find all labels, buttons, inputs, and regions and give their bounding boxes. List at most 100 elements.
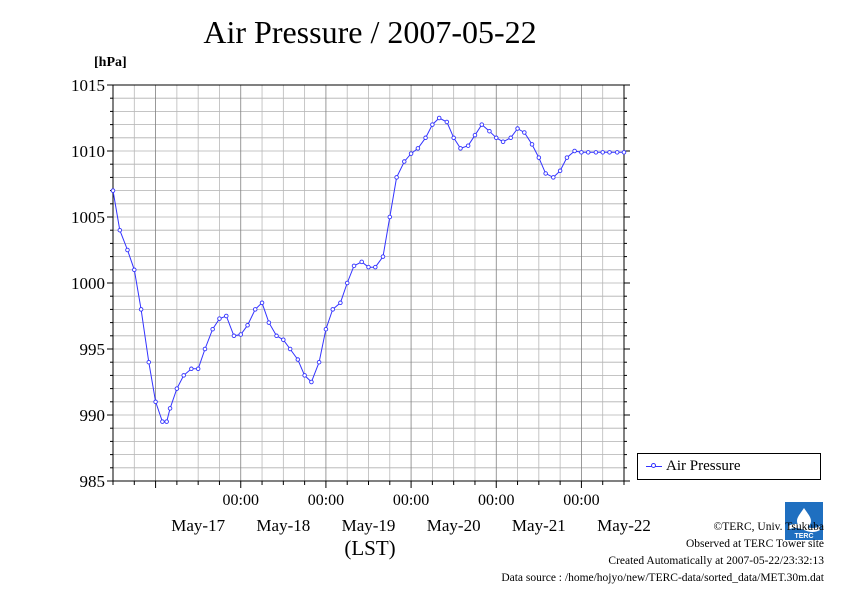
- data-point: [309, 379, 314, 385]
- credit-source: Data source : /home/hojyo/new/TERC-data/…: [501, 572, 824, 584]
- x-axis-title: (LST): [344, 536, 396, 560]
- data-point: [316, 359, 322, 365]
- data-point: [117, 227, 123, 233]
- data-point: [189, 366, 194, 372]
- data-point: [195, 366, 201, 372]
- data-point: [302, 373, 307, 378]
- data-point: [402, 159, 407, 164]
- data-point: [423, 135, 428, 141]
- data-point: [338, 300, 343, 306]
- data-point: [366, 264, 371, 270]
- data-point: [458, 146, 463, 151]
- data-point: [536, 155, 542, 160]
- tick-labels: 985 990 995 1000 1005 1010 1015 00:00 00:00 00:00…: [71, 76, 651, 535]
- y-tick-label: 1010: [71, 142, 105, 161]
- terc-logo-icon: TERC: [785, 502, 823, 540]
- data-point: [281, 337, 286, 343]
- data-point: [181, 373, 186, 378]
- data-point: [451, 135, 456, 141]
- data-point: [585, 150, 591, 155]
- y-tick-label: 1000: [71, 274, 105, 293]
- data-point: [494, 135, 499, 141]
- svg-text:TERC: TERC: [794, 533, 813, 540]
- data-point: [415, 146, 421, 151]
- terc-logo: TERC: [785, 502, 823, 540]
- data-point: [153, 399, 158, 405]
- x-tick-label-date: May-19: [342, 516, 396, 535]
- credit-created: Created Automatically at 2007-05-22/23:3…: [608, 555, 824, 567]
- data-point: [125, 247, 130, 253]
- y-tick-label: 995: [80, 340, 106, 359]
- x-tick-label-date: May-22: [597, 516, 651, 535]
- data-point: [593, 150, 599, 155]
- data-point: [543, 171, 548, 176]
- x-tick-label-date: May-17: [171, 516, 225, 535]
- data-point: [572, 148, 577, 154]
- data-point: [295, 357, 301, 362]
- data-point: [557, 168, 563, 174]
- data-point: [444, 119, 450, 125]
- data-point: [529, 142, 535, 147]
- y-tick-label: 1015: [71, 76, 105, 95]
- data-point: [344, 280, 350, 286]
- data-point: [479, 122, 485, 127]
- data-point: [380, 254, 386, 259]
- data-point: [522, 130, 527, 135]
- data-point: [515, 126, 520, 131]
- y-tick-label: 990: [80, 406, 106, 425]
- data-point: [387, 214, 393, 220]
- data-point: [287, 346, 293, 352]
- x-tick-label-time: 00:00: [563, 492, 599, 509]
- chart-title: Air Pressure / 2007-05-22: [203, 14, 537, 50]
- legend-marker-swatch: [651, 463, 656, 468]
- data-point: [202, 346, 208, 352]
- y-axis-unit: [hPa]: [94, 55, 127, 70]
- x-tick-label-time: 00:00: [478, 492, 514, 509]
- x-tick-label-time: 00:00: [393, 492, 429, 509]
- data-point: [330, 307, 335, 312]
- data-point: [614, 150, 620, 155]
- data-point: [579, 150, 584, 155]
- data-point: [138, 307, 144, 312]
- x-tick-label-date: May-18: [256, 516, 310, 535]
- legend: Air Pressure: [637, 453, 821, 480]
- data-point: [160, 419, 165, 424]
- data-point: [508, 135, 513, 141]
- data-point: [231, 333, 237, 339]
- x-tick-label-date: May-21: [512, 516, 566, 535]
- data-point: [245, 322, 250, 328]
- data-point: [465, 143, 471, 148]
- data-point: [323, 326, 329, 332]
- data-point: [110, 188, 116, 193]
- data-point: [607, 150, 612, 155]
- data-point: [394, 175, 399, 180]
- data-point: [351, 263, 357, 269]
- series-air-pressure: [110, 115, 627, 424]
- data-point: [266, 320, 272, 325]
- y-tick-label: 985: [80, 472, 106, 491]
- data-point: [564, 155, 570, 160]
- data-point: [167, 406, 173, 411]
- data-point: [259, 300, 265, 306]
- credit-copyright: ©TERC, Univ. Tsukuba: [713, 521, 824, 533]
- data-point: [436, 115, 442, 121]
- y-tick-label: 1005: [71, 208, 105, 227]
- axis-ticks: [107, 84, 630, 488]
- data-point: [132, 267, 137, 273]
- data-point: [600, 150, 605, 155]
- data-point: [238, 332, 243, 337]
- data-point: [500, 139, 506, 145]
- data-point: [210, 326, 215, 332]
- data-point: [224, 313, 229, 319]
- data-point: [373, 264, 378, 270]
- data-point: [487, 128, 492, 134]
- data-point: [430, 122, 435, 127]
- data-point: [146, 359, 152, 365]
- x-tick-label-date: May-20: [427, 516, 481, 535]
- data-point: [217, 316, 222, 321]
- legend-label: Air Pressure: [666, 458, 741, 474]
- data-point: [551, 175, 556, 180]
- data-point: [164, 419, 169, 424]
- data-point: [472, 132, 478, 138]
